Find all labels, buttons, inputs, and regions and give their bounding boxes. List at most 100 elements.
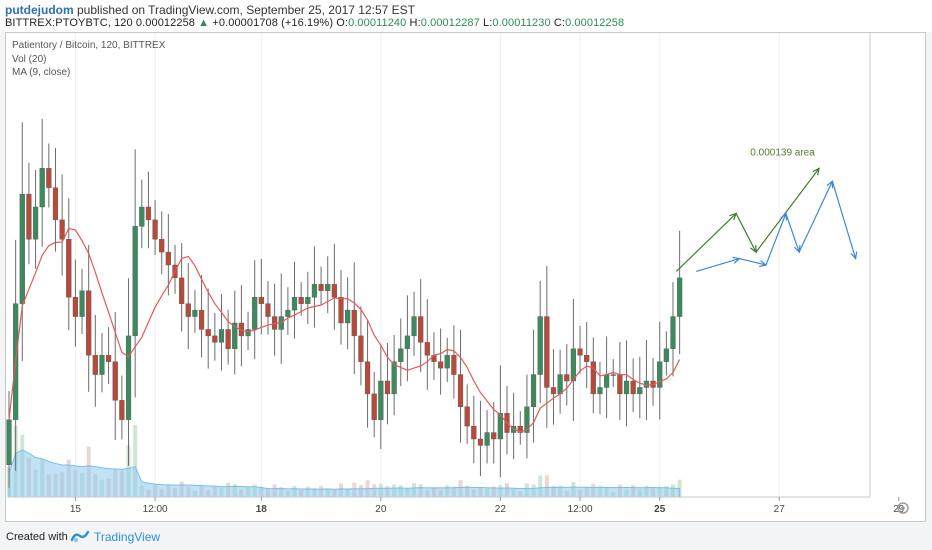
candle[interactable] [544,316,550,388]
candle[interactable] [351,309,357,337]
candle[interactable] [46,168,52,188]
candle[interactable] [112,361,118,401]
candle[interactable] [139,206,145,227]
candle[interactable] [66,239,72,298]
candle[interactable] [497,413,503,440]
candle[interactable] [159,239,165,253]
candle[interactable] [444,355,450,369]
candle[interactable] [677,277,683,317]
candle[interactable] [670,316,676,349]
candle[interactable] [584,355,590,362]
candle[interactable] [617,374,623,395]
candle[interactable] [358,335,364,362]
candle[interactable] [604,374,610,388]
candle[interactable] [471,425,477,440]
tradingview-logo-icon[interactable] [70,529,90,543]
candle[interactable] [285,309,291,317]
candle[interactable] [517,425,523,433]
candle[interactable] [577,348,583,356]
candle[interactable] [590,361,596,395]
candle[interactable] [125,335,132,420]
candle[interactable] [524,406,530,433]
candle[interactable] [637,387,643,395]
candle[interactable] [205,329,211,337]
candle[interactable] [32,206,39,240]
candle[interactable] [457,374,464,407]
candle[interactable] [298,297,304,304]
candle[interactable] [212,335,218,343]
candle[interactable] [371,393,377,420]
candle[interactable] [570,348,577,382]
candle[interactable] [92,355,98,375]
candle[interactable] [338,297,344,324]
price-axis[interactable] [871,33,925,497]
tradingview-brand[interactable]: TradingView [94,530,161,544]
candle[interactable] [291,297,298,311]
candle[interactable] [597,387,603,395]
candle[interactable] [6,419,12,465]
candle[interactable] [198,309,205,330]
candle[interactable] [99,355,105,375]
candle[interactable] [530,374,537,407]
candle[interactable] [311,284,318,298]
candle[interactable] [484,432,490,446]
settings-gear-icon[interactable] [897,502,909,514]
legend-vol[interactable]: Vol (20) [12,53,47,65]
candle[interactable] [252,297,258,330]
candle[interactable] [537,316,543,375]
chart-frame[interactable] [5,32,926,522]
candle[interactable] [232,322,238,349]
candle[interactable] [550,387,557,395]
candle[interactable] [52,187,59,221]
candle[interactable] [477,438,484,446]
candle[interactable] [179,277,185,304]
candle[interactable] [438,361,444,369]
candle[interactable] [345,309,351,324]
candle[interactable] [218,329,225,343]
candle[interactable] [258,297,264,304]
candle[interactable] [265,303,271,317]
price-chart[interactable]: 0.000139 area0.000133 area0.000155000.00… [0,0,932,522]
candle[interactable] [86,290,92,356]
candle[interactable] [318,284,324,291]
candle[interactable] [152,219,158,240]
candle[interactable] [145,206,152,221]
candle[interactable] [225,329,231,349]
author-link[interactable]: putdejudom [5,3,74,17]
candle[interactable] [451,355,457,375]
candle[interactable] [418,316,424,343]
candle[interactable] [610,374,616,376]
candle[interactable] [630,380,636,395]
candle[interactable] [79,290,85,317]
candle[interactable] [19,193,25,304]
candle[interactable] [384,380,391,395]
candle[interactable] [391,361,397,395]
candle[interactable] [72,297,79,317]
candle[interactable] [557,374,563,395]
candle[interactable] [663,348,669,362]
candle[interactable] [331,284,337,298]
candle[interactable] [464,406,470,427]
candle[interactable] [59,219,65,240]
candle[interactable] [491,432,497,440]
candle[interactable] [404,335,411,349]
candle[interactable] [192,309,198,317]
candle[interactable] [424,342,430,356]
candle[interactable] [657,361,663,388]
candle[interactable] [245,329,251,337]
candle[interactable] [325,284,331,291]
candle[interactable] [378,380,384,420]
legend-ma[interactable]: MA (9, close) [12,67,71,78]
candle[interactable] [564,374,570,382]
candle[interactable] [165,251,171,266]
candle[interactable] [185,303,191,317]
candle[interactable] [105,355,112,362]
candle[interactable] [623,380,630,395]
candle[interactable] [305,297,311,304]
candle[interactable] [119,400,125,420]
candle[interactable] [132,226,138,337]
candle[interactable] [398,348,404,362]
candle[interactable] [26,193,32,240]
area-annotation[interactable]: 0.000139 area [750,147,815,158]
candle[interactable] [411,316,417,337]
